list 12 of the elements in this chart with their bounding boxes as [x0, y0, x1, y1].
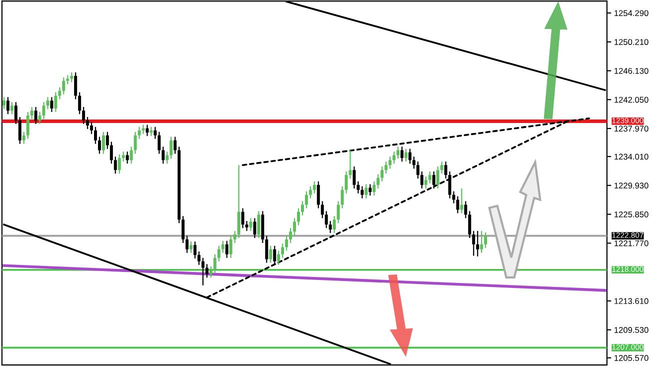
y-tick-label: 1237.970: [614, 126, 648, 132]
y-tick-label: 1250.210: [614, 39, 648, 45]
y-tick-label: 1229.930: [614, 182, 648, 189]
y-tick-label: 1205.570: [614, 355, 648, 361]
y-tick-label: 1225.850: [614, 211, 648, 218]
y-tick-label: 1221.770: [614, 240, 648, 246]
y-tick-label: 1246.130: [614, 68, 648, 74]
y-tick-label: 1234.010: [614, 154, 648, 160]
y-tick-label: 1242.050: [614, 96, 648, 103]
y-tick-label: 1254.290: [614, 10, 648, 16]
y-tick-label: 1209.530: [614, 326, 648, 333]
y-tick-label: 1213.610: [614, 298, 648, 304]
